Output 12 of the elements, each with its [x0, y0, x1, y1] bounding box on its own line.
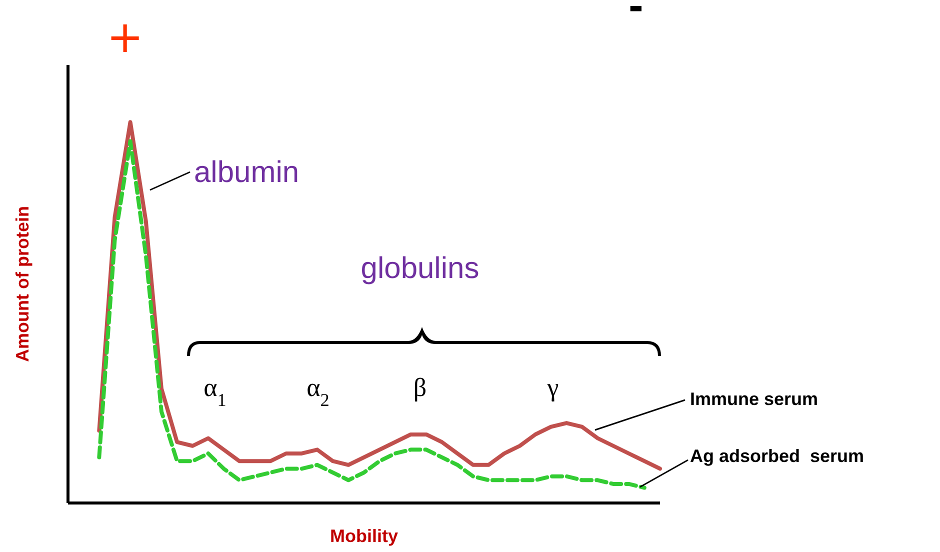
y-axis-title: Amount of protein — [12, 206, 32, 362]
annotation: globulins — [360, 252, 480, 285]
text: Ag adsorbed serum — [690, 446, 864, 466]
annotation: albumin — [194, 156, 300, 189]
annotation: β — [413, 373, 427, 402]
text: + — [106, 12, 144, 63]
x-axis-title: Mobility — [330, 526, 398, 546]
text: Immune serum — [690, 389, 818, 409]
annotation: α$_{2}$ — [306, 373, 330, 410]
text: - — [628, 0, 644, 30]
annotation: α$_{1}$ — [204, 373, 226, 410]
annotation: γ — [546, 373, 559, 402]
